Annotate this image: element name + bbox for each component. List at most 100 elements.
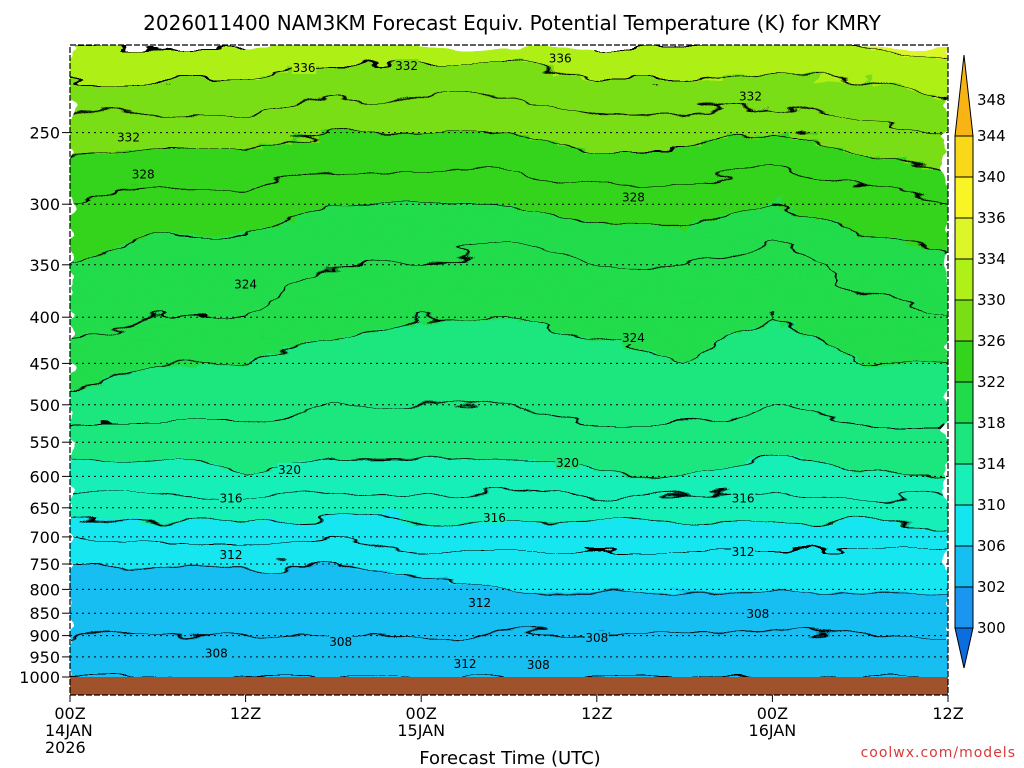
y-tick-label: 250 — [29, 124, 60, 143]
y-tick-label: 750 — [29, 555, 60, 574]
colorbar-segment — [954, 340, 974, 383]
colorbar-label: 322 — [977, 373, 1006, 391]
y-tick: 300 — [29, 195, 70, 214]
plot-area — [70, 45, 948, 677]
y-tick-label: 450 — [29, 354, 60, 373]
y-tick-label: 850 — [29, 604, 60, 623]
x-tick-label: 00Z — [54, 704, 85, 723]
x-tick-label: 12Z — [932, 704, 963, 723]
y-tick-label: 300 — [29, 195, 60, 214]
contour-label: 312 — [467, 595, 492, 610]
y-tick: 550 — [29, 433, 70, 452]
y-tick: 350 — [29, 256, 70, 275]
x-tick-label: 2026 — [45, 738, 86, 757]
y-tick-label: 650 — [29, 499, 60, 518]
contour-label: 312 — [453, 657, 478, 671]
colorbar-label: 334 — [977, 250, 1006, 268]
colorbar-segment — [954, 463, 974, 506]
y-tick-label: 400 — [29, 308, 60, 327]
colorbar-high-arrow — [954, 54, 974, 137]
contour-label: 324 — [233, 277, 258, 291]
contour-label-text: 332 — [739, 90, 762, 104]
colorbar-label: 348 — [977, 91, 1006, 109]
contour-label: 308 — [526, 658, 551, 672]
contour-label: 320 — [555, 456, 580, 470]
contour-label: 308 — [328, 635, 353, 649]
contour-label: 308 — [204, 646, 229, 661]
contour-label-text: 320 — [556, 456, 579, 470]
colorbar-segment — [954, 135, 974, 178]
contour-label-text: 336 — [293, 61, 316, 75]
contour-label-text: 332 — [117, 130, 140, 144]
colorbar-segment — [954, 217, 974, 260]
colorbar-segment — [954, 299, 974, 342]
contour-label: 332 — [116, 130, 141, 144]
colorbar-label: 344 — [977, 127, 1006, 145]
contour-label-text: 308 — [329, 635, 352, 649]
contour-label-text: 332 — [395, 59, 418, 73]
y-tick-label: 550 — [29, 433, 60, 452]
colorbar-label: 310 — [977, 496, 1006, 514]
contour-label: 312 — [219, 548, 243, 562]
y-tick-label: 1000 — [19, 668, 60, 687]
grid-lines — [70, 132, 948, 658]
x-tick: 12Z — [932, 695, 964, 723]
colorbar-segment — [954, 504, 974, 547]
contour-label-text: 336 — [549, 52, 572, 66]
colorbar-label: 318 — [977, 414, 1006, 432]
y-tick: 850 — [29, 604, 70, 623]
colorbar-segment — [954, 586, 974, 629]
x-tick: 12Z — [581, 695, 612, 723]
y-tick: 650 — [29, 499, 70, 518]
contour-label-text: 312 — [468, 596, 491, 610]
ground-band — [70, 677, 948, 695]
x-tick-label: 00Z — [406, 704, 437, 723]
y-tick: 500 — [29, 396, 70, 415]
x-tick-label: 15JAN — [397, 721, 445, 740]
y-tick: 800 — [29, 580, 70, 599]
y-tick: 400 — [29, 308, 70, 327]
credit-text: coolwx.com/models — [861, 745, 1016, 761]
colorbar-label: 300 — [977, 619, 1006, 637]
y-tick-label: 950 — [29, 648, 60, 667]
x-tick-label: 16JAN — [749, 721, 797, 740]
contour-label-text: 316 — [483, 511, 506, 525]
contour-label: 316 — [482, 511, 507, 525]
contour-label: 332 — [394, 59, 419, 73]
x-tick: 12Z — [230, 695, 261, 723]
x-tick-label: 12Z — [230, 704, 261, 723]
y-tick: 1000 — [19, 668, 70, 687]
contour-label: 316 — [731, 491, 756, 506]
contour-label: 336 — [292, 60, 317, 75]
contour-label-text: 324 — [234, 277, 257, 291]
contour-label-text: 312 — [220, 548, 243, 562]
contour-label-text: 324 — [622, 331, 645, 345]
contour-label: 328 — [621, 190, 646, 205]
y-tick: 750 — [29, 555, 70, 574]
contour-label: 324 — [621, 331, 646, 345]
contour-label: 308 — [584, 630, 609, 645]
x-tick-label: 00Z — [757, 704, 788, 723]
y-tick: 450 — [29, 354, 70, 373]
y-tick-label: 800 — [29, 580, 60, 599]
chart-title: 2026011400 NAM3KM Forecast Equiv. Potent… — [143, 11, 881, 35]
colorbar-label: 302 — [977, 578, 1006, 596]
contour-label: 328 — [131, 167, 156, 181]
y-tick: 900 — [29, 627, 70, 646]
colorbar-segment — [954, 422, 974, 465]
x-tick-label: 12Z — [581, 704, 612, 723]
contour-label: 332 — [738, 89, 763, 104]
contour-label-text: 316 — [732, 492, 755, 506]
colorbar-label: 336 — [977, 209, 1006, 227]
contour-label-text: 308 — [527, 658, 550, 672]
colorbar-segment — [954, 381, 974, 424]
contour-label-text: 328 — [622, 191, 645, 205]
plot-frame — [69, 44, 949, 696]
contour-label-text: 308 — [585, 631, 608, 645]
contour-label-text: 308 — [205, 647, 228, 661]
contour-label: 320 — [277, 462, 302, 477]
